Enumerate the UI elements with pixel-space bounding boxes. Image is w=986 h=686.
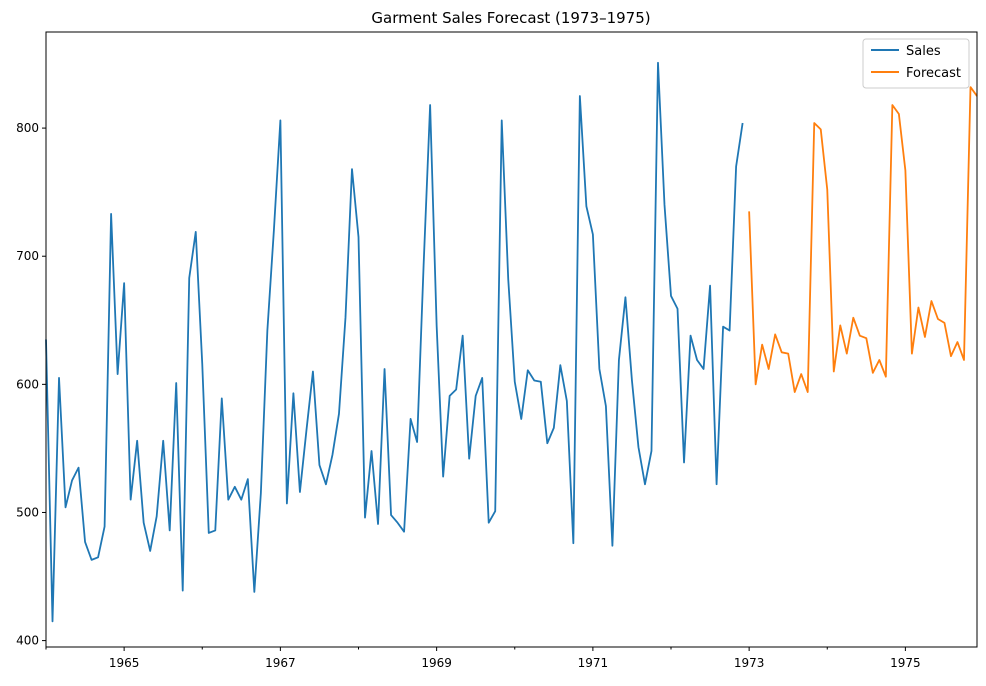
x-tick-label: 1965 bbox=[109, 656, 140, 670]
x-tick-label: 1975 bbox=[890, 656, 921, 670]
x-tick-label: 1969 bbox=[421, 656, 452, 670]
series-line-sales bbox=[45, 61, 744, 623]
y-tick-label: 600 bbox=[16, 377, 39, 391]
x-tick-label: 1967 bbox=[265, 656, 296, 670]
x-axis: 1965 1967 1969 1971 1973 1975 bbox=[45, 647, 921, 670]
series-line-forecast bbox=[748, 86, 978, 393]
y-tick-label: 700 bbox=[16, 249, 39, 263]
y-axis: 400 500 600 700 800 bbox=[16, 121, 46, 648]
y-tick-label: 800 bbox=[16, 121, 39, 135]
legend-label-forecast: Forecast bbox=[906, 66, 961, 81]
x-tick-label: 1973 bbox=[734, 656, 765, 670]
legend: Sales Forecast bbox=[862, 38, 970, 89]
plot-frame bbox=[45, 31, 978, 648]
y-tick-label: 400 bbox=[16, 634, 39, 648]
chart-title: Garment Sales Forecast (1973–1975) bbox=[371, 9, 650, 27]
legend-box bbox=[862, 38, 970, 89]
y-tick-label: 500 bbox=[16, 505, 39, 519]
x-tick-label: 1971 bbox=[578, 656, 609, 670]
legend-label-sales: Sales bbox=[906, 44, 941, 59]
